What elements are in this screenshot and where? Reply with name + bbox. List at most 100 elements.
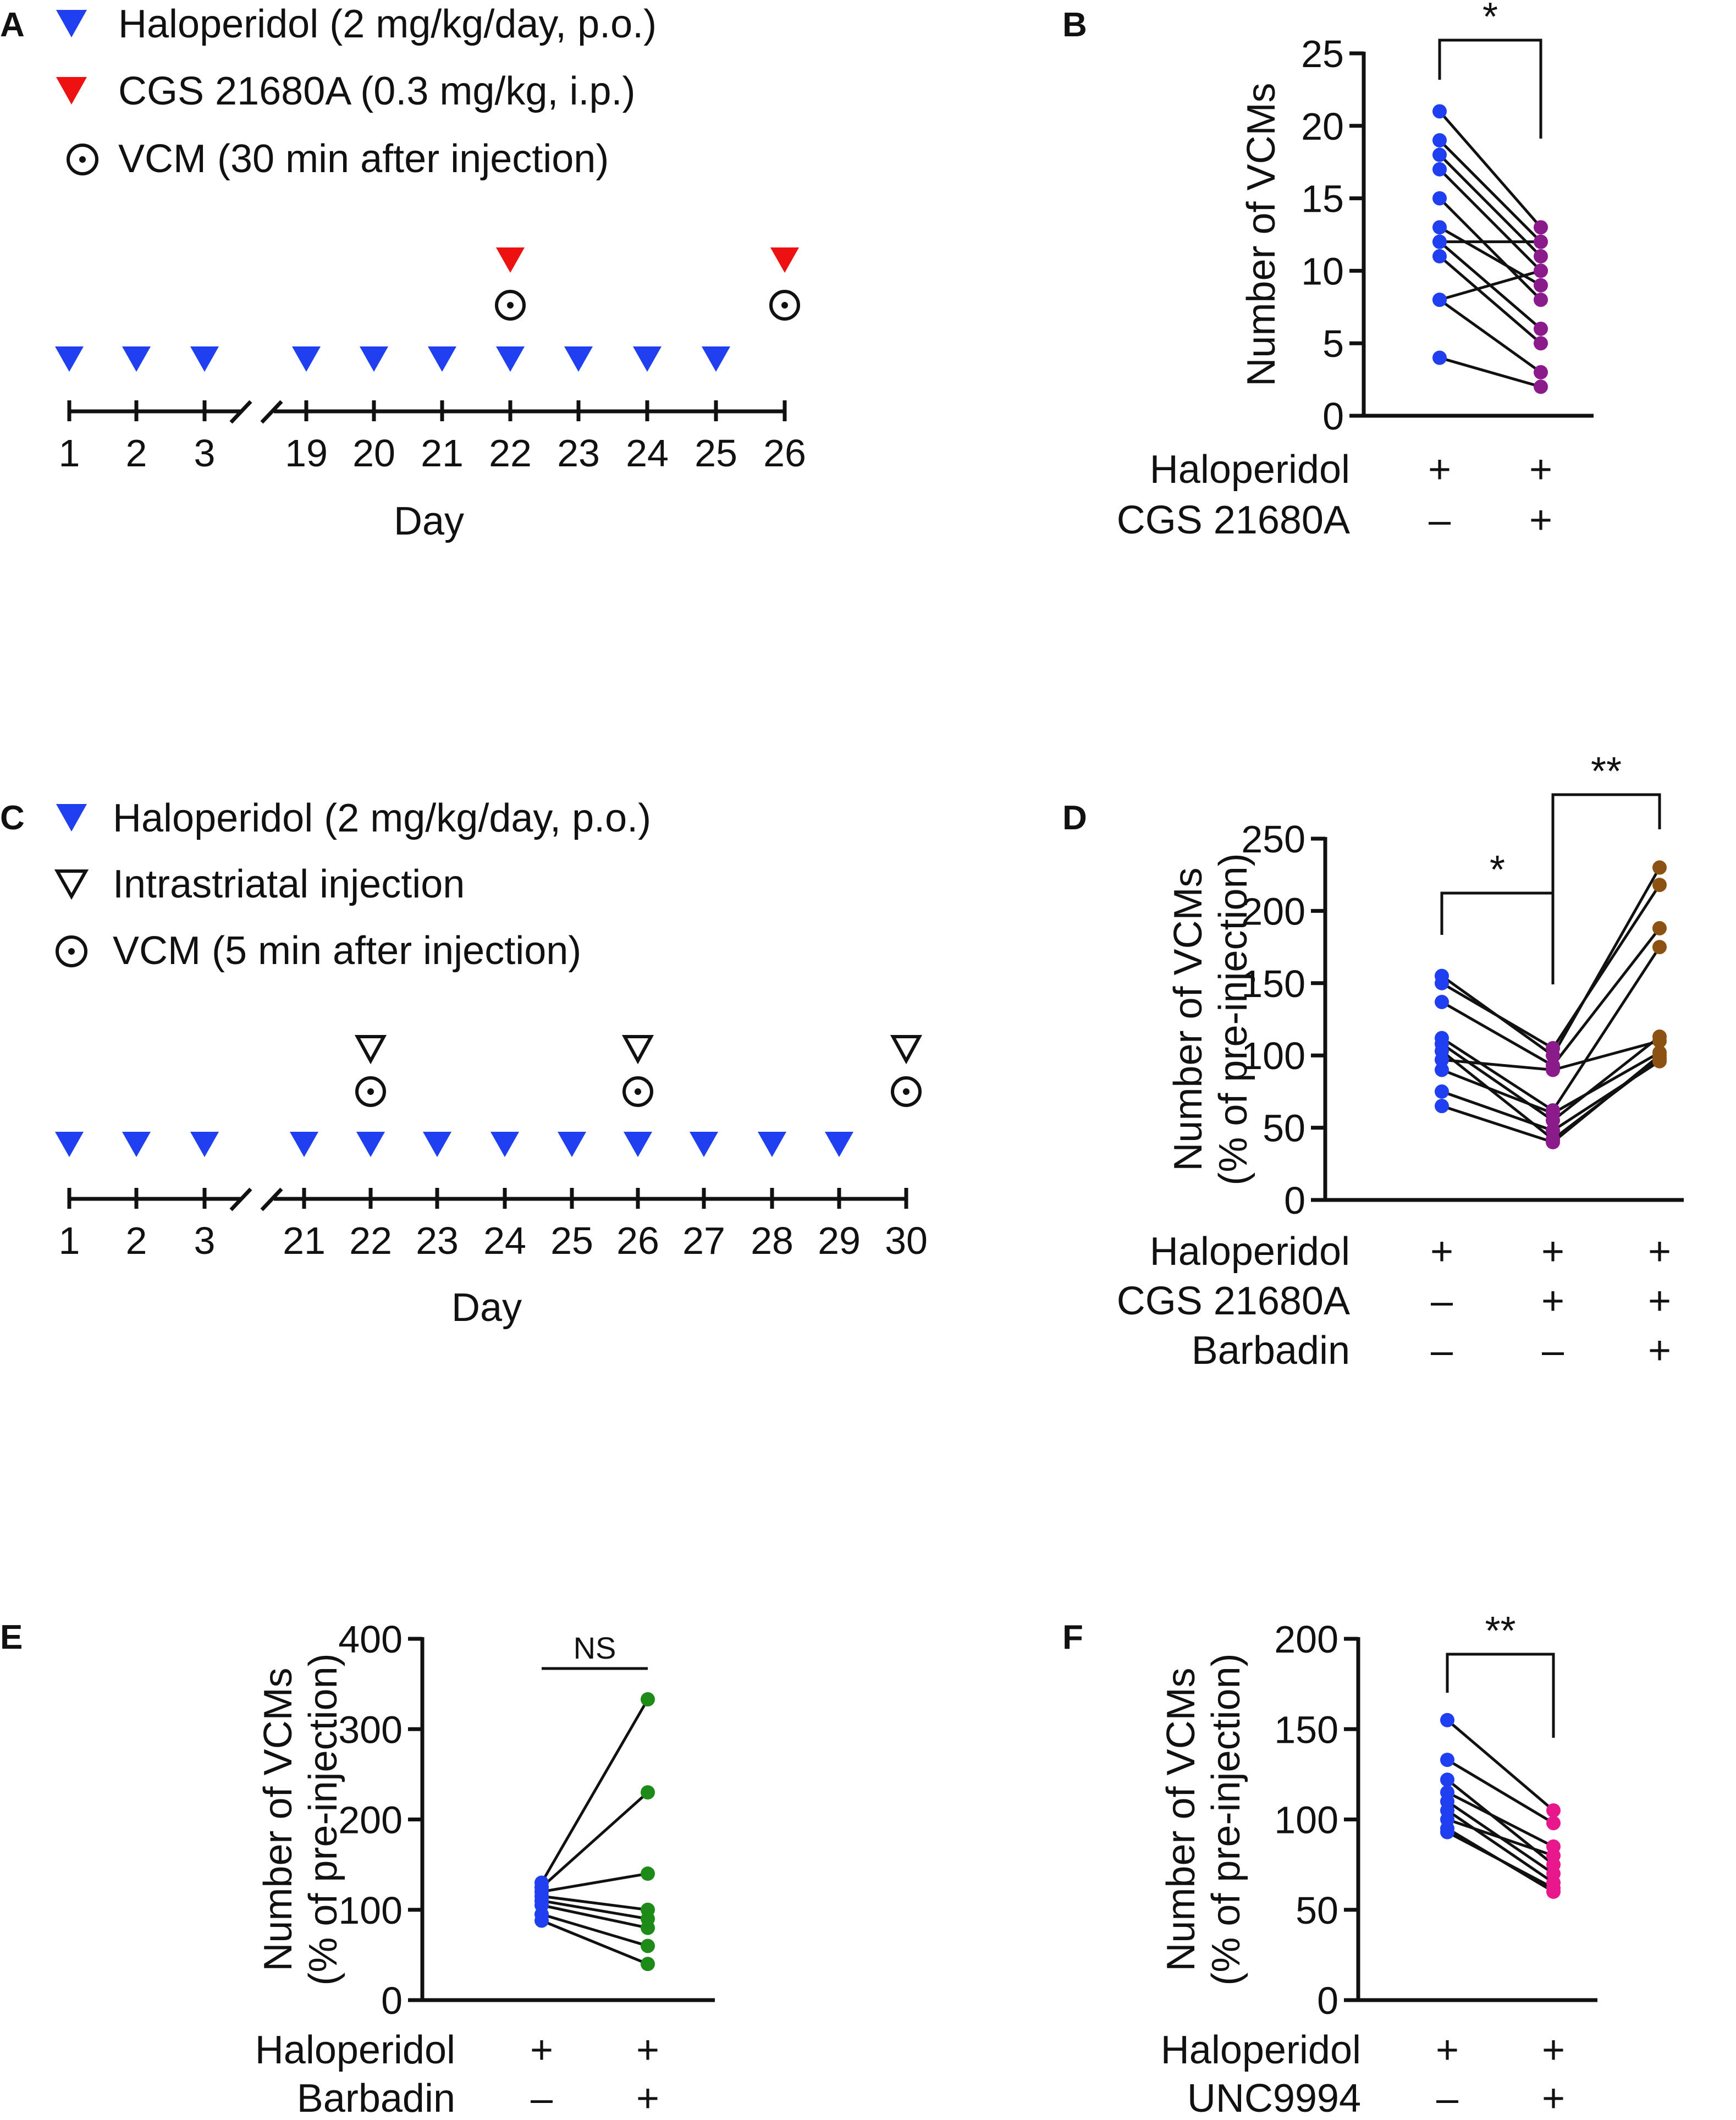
data-point [1435, 1062, 1449, 1077]
y-tick-label: 5 [1322, 322, 1344, 365]
legend-a-vcm: VCM (30 min after injection) [118, 137, 609, 181]
axis-break-mark [260, 1187, 283, 1212]
haloperidol-dose-marker [690, 1132, 718, 1157]
circle-outline [622, 1076, 653, 1107]
timeline-day-label: 26 [763, 432, 806, 475]
axis-break-mark [260, 400, 283, 424]
legend-c-injection: Intrastriatal injection [113, 862, 465, 906]
y-tick-label: 250 [1241, 818, 1305, 861]
data-point [1435, 1099, 1449, 1114]
data-point [1534, 321, 1548, 336]
data-point [1546, 1848, 1561, 1863]
panel-letter-e: E [0, 1618, 23, 1656]
significance-bracket [1446, 1653, 1555, 1738]
data-point [1652, 921, 1667, 935]
paired-line [1439, 255, 1542, 345]
condition-sign: + [1541, 1230, 1564, 1274]
paired-line [1552, 1039, 1660, 1071]
paired-line [1441, 1043, 1554, 1122]
significance-bracket [1440, 891, 1555, 984]
y-tick-label: 0 [1284, 1179, 1305, 1222]
timeline-day-label: 22 [349, 1219, 392, 1262]
paired-line [1551, 946, 1661, 1111]
data-point [1534, 249, 1548, 264]
circle-center [507, 302, 514, 309]
timeline-day-label: 3 [194, 432, 216, 475]
paired-line [1439, 299, 1542, 373]
timeline-day-label: 21 [283, 1219, 326, 1262]
condition-sign: + [636, 2077, 659, 2120]
condition-sign: + [1542, 2077, 1565, 2120]
circle-center [903, 1088, 910, 1095]
significance-label: ** [1485, 1609, 1515, 1653]
condition-label: Haloperidol [1150, 1230, 1350, 1274]
data-point [1652, 860, 1667, 875]
paired-line [1439, 153, 1542, 257]
vcm-measurement-marker [355, 1076, 386, 1107]
paired-line [1551, 867, 1661, 1056]
y-tick-label: 15 [1301, 178, 1344, 221]
data-point [1546, 1062, 1560, 1077]
condition-label: Haloperidol [1150, 448, 1350, 492]
y-axis-label-unit: (% of pre-injection) [301, 1653, 345, 1985]
injection-marker [621, 1035, 654, 1065]
data-point [1440, 1772, 1454, 1787]
condition-sign: + [1529, 448, 1552, 492]
condition-sign: – [1436, 2077, 1459, 2120]
haloperidol-dose-marker [624, 1132, 652, 1157]
data-point [1435, 1053, 1449, 1067]
paired-line [1439, 269, 1541, 301]
paired-line [541, 1913, 648, 1947]
haloperidol-dose-marker [491, 1132, 519, 1157]
paired-line [541, 1791, 649, 1888]
condition-sign: + [1541, 1279, 1564, 1323]
timeline-day-label: 25 [695, 432, 737, 475]
condition-sign: + [1529, 498, 1552, 542]
haloperidol-dose-marker [55, 346, 84, 372]
haloperidol-dose-marker [292, 346, 321, 372]
condition-label: UNC9994 [1187, 2077, 1361, 2120]
panel-a-timeline: 1 2 3 19 20 21 22 23 24 25 26 [55, 247, 806, 475]
y-tick-label: 100 [1241, 1034, 1305, 1077]
data-point [641, 1920, 655, 1935]
y-tick-label: 20 [1301, 105, 1344, 148]
paired-line [1441, 1069, 1553, 1115]
data-point [1534, 278, 1548, 293]
haloperidol-dose-marker [290, 1132, 318, 1157]
data-point [1546, 1106, 1560, 1121]
paired-line [1447, 1818, 1554, 1857]
data-point [1534, 263, 1548, 278]
timeline-day-label: 1 [59, 1219, 80, 1262]
haloperidol-dose-marker [558, 1132, 586, 1157]
data-point [1534, 234, 1548, 249]
paired-line [1441, 1058, 1553, 1071]
open-triangle-icon [54, 869, 89, 900]
paired-line [541, 1895, 648, 1912]
data-point [641, 1785, 655, 1800]
chart-d: 0 50 100 150 200 250 Number of VCMs (% of pre-i… [1117, 750, 1684, 1373]
blue-triangle-icon [56, 804, 87, 832]
data-point [1534, 379, 1548, 394]
paired-line [1552, 1036, 1661, 1122]
data-point [1432, 133, 1447, 148]
timeline-day-label: 30 [885, 1219, 928, 1262]
timeline-day-label: 1 [59, 432, 80, 475]
y-tick-label: 50 [1296, 1889, 1338, 1932]
y-axis-label-unit: (% of pre-injection) [1204, 1653, 1248, 1985]
paired-line [1439, 168, 1542, 272]
y-tick-label: 100 [338, 1889, 403, 1932]
data-point [1432, 249, 1447, 264]
haloperidol-dose-marker [702, 346, 730, 372]
y-tick-label: 200 [1274, 1618, 1338, 1661]
panel-letter-c: C [0, 799, 25, 837]
cgs-dose-marker [770, 247, 799, 273]
y-tick-label: 100 [1274, 1799, 1338, 1842]
paired-line [1446, 1809, 1555, 1884]
panel-c-timeline: 1 2 3 21 22 23 24 25 26 27 28 29 30 [55, 1035, 928, 1262]
y-axis-label: Number of VCMs [1166, 867, 1210, 1171]
data-point [641, 1939, 655, 1953]
data-point [1652, 1048, 1667, 1063]
circle-outline [769, 290, 800, 321]
panel-c-legend: Haloperidol (2 mg/kg/day, p.o.) Intrastr… [54, 796, 651, 973]
y-tick-label: 200 [1241, 890, 1305, 933]
